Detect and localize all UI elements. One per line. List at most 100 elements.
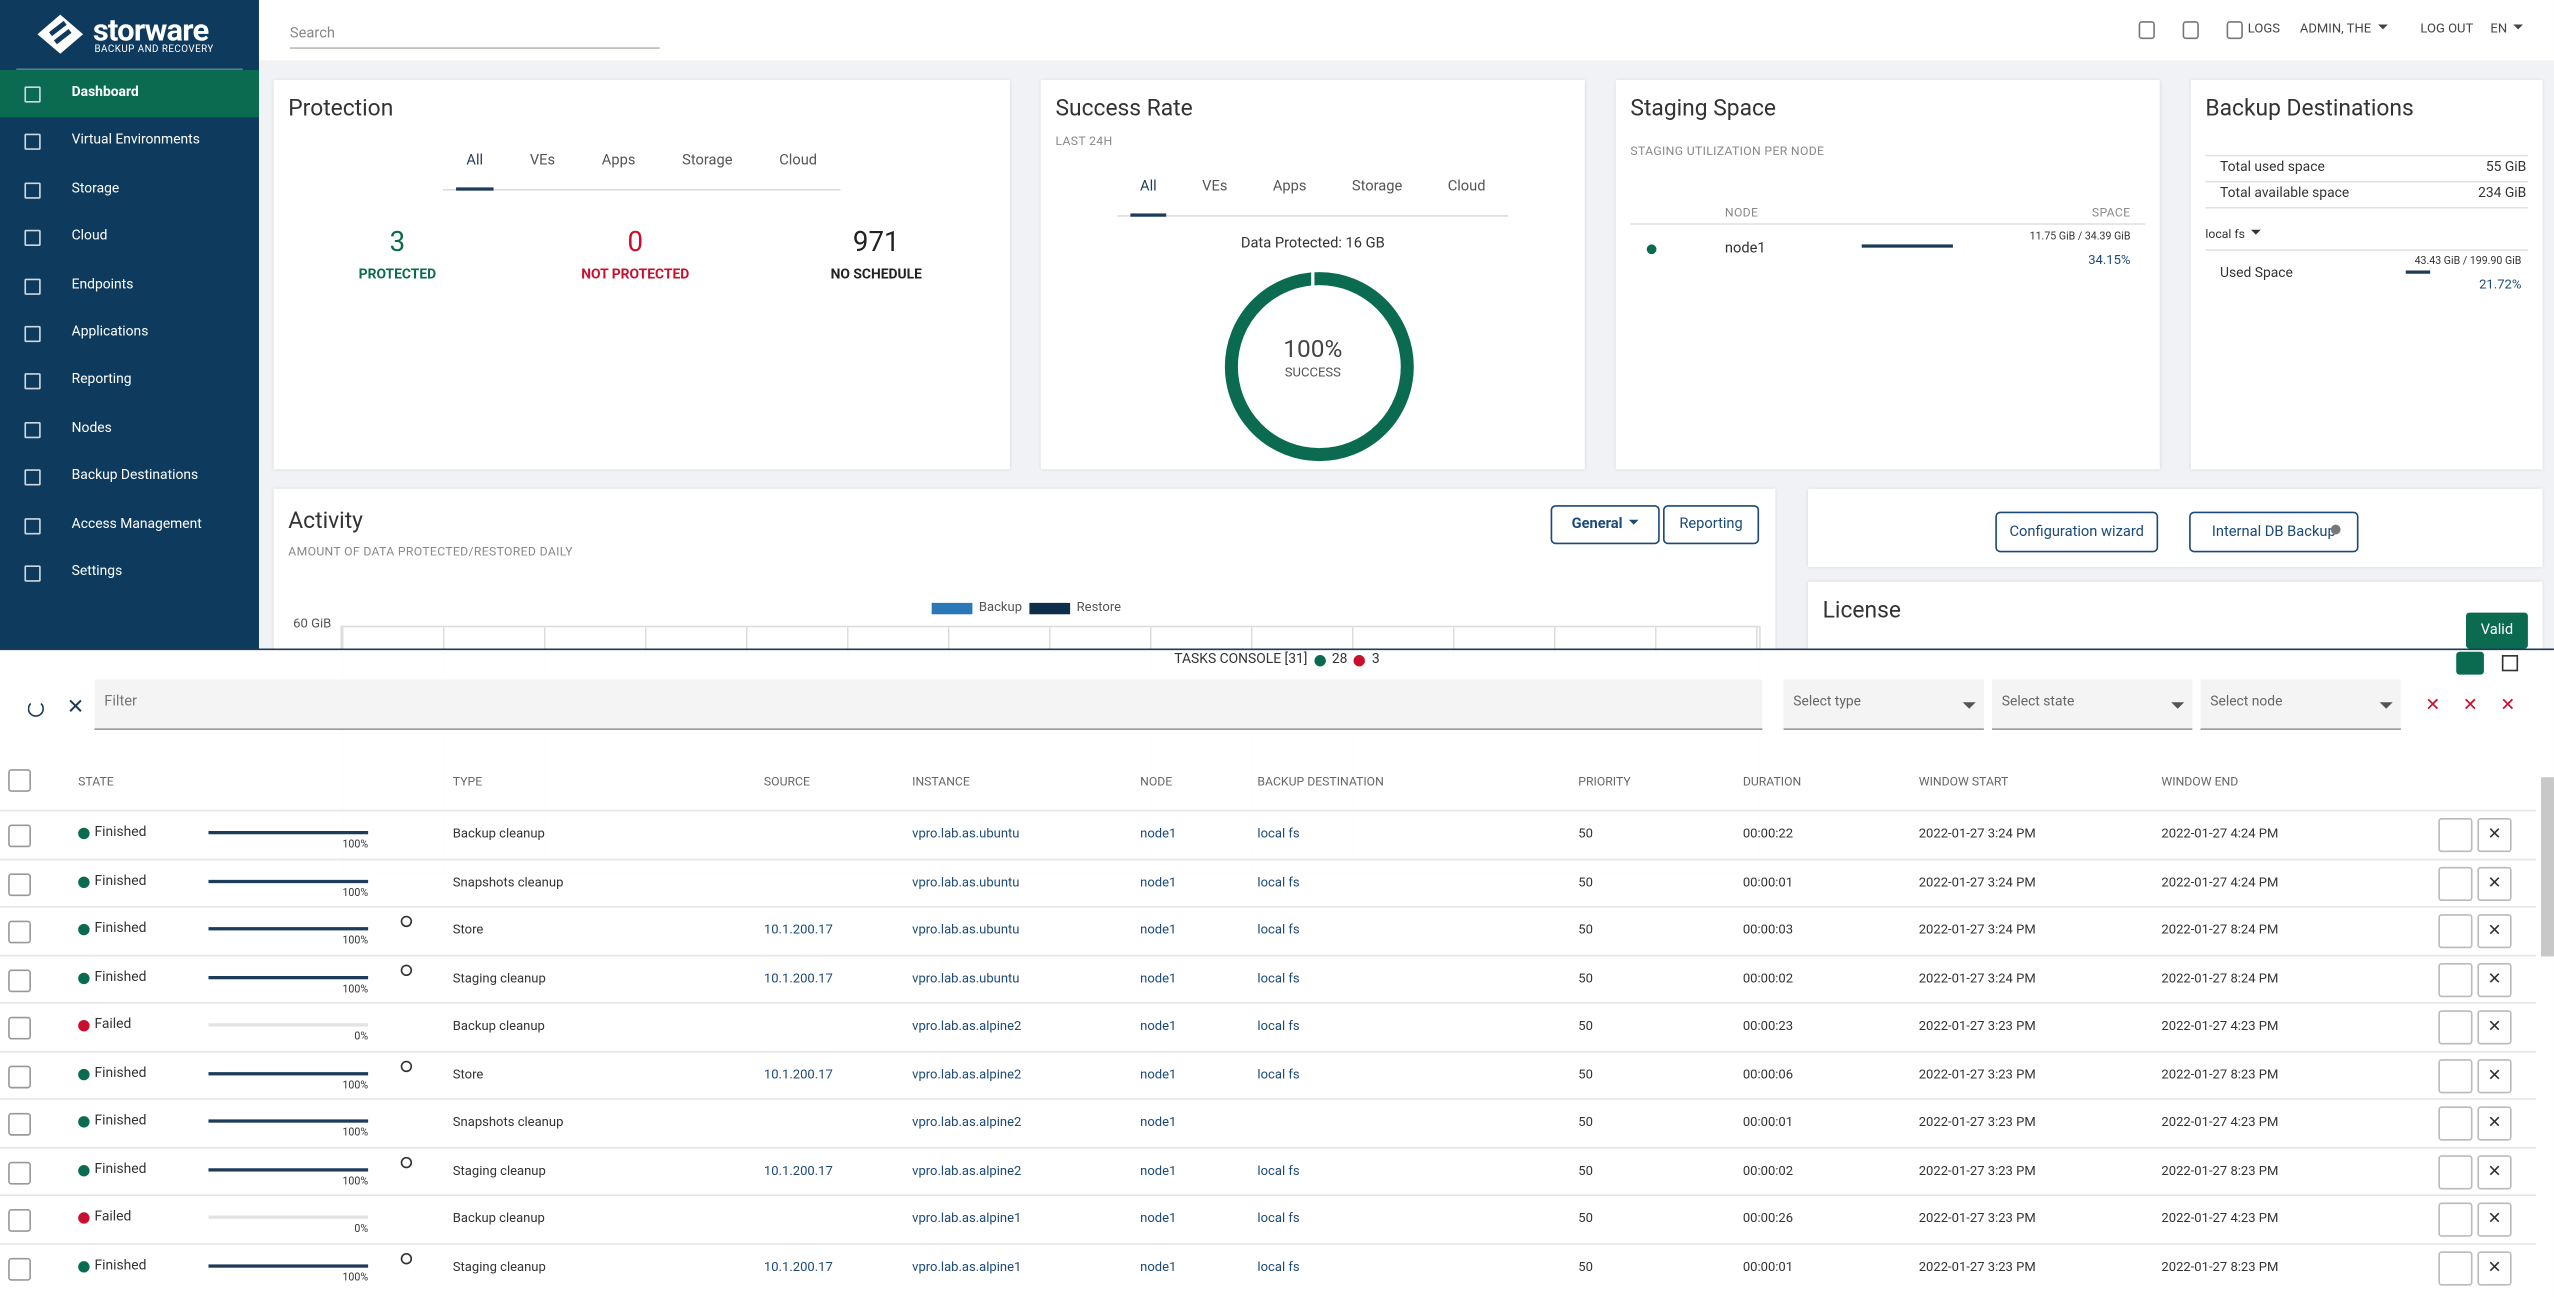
details-button[interactable] <box>2438 1058 2472 1092</box>
row-checkbox[interactable] <box>8 1257 31 1280</box>
menu-label: Cloud <box>72 228 108 244</box>
state-label: Finished <box>94 1161 146 1177</box>
tab[interactable]: All <box>457 153 493 190</box>
row-checkbox[interactable] <box>8 1161 31 1184</box>
top-item[interactable]: ADMIN, THE <box>2300 21 2388 36</box>
cancel-button[interactable]: ✕ <box>2477 1106 2511 1140</box>
search-input[interactable]: Search <box>290 26 660 49</box>
menu-item[interactable]: Endpoints <box>0 262 259 309</box>
cell: 2022-01-27 8:23 PM <box>2161 1066 2278 1081</box>
select-0[interactable]: Select type <box>1784 679 1984 730</box>
top-item[interactable]: EN <box>2490 21 2523 36</box>
clear-filter[interactable]: ✕ <box>2425 694 2440 715</box>
license-status[interactable]: Valid <box>2466 613 2528 649</box>
details-button[interactable] <box>2438 1106 2472 1140</box>
menu-item[interactable]: Dashboard <box>0 70 259 117</box>
cancel-button[interactable]: ✕ <box>2477 1202 2511 1236</box>
tab[interactable]: Storage <box>672 153 742 187</box>
select-caret <box>2380 702 2393 715</box>
tab[interactable]: Cloud <box>1438 179 1495 213</box>
cancel-button[interactable]: ✕ <box>2477 1058 2511 1092</box>
row-checkbox[interactable] <box>8 1113 31 1136</box>
cell: 10.1.200.17 <box>764 1163 833 1178</box>
details-button[interactable] <box>2438 1010 2472 1044</box>
row-separator <box>0 1242 2536 1244</box>
row-line <box>2205 249 2528 251</box>
row-checkbox[interactable] <box>8 873 31 896</box>
clear-filter[interactable]: ✕ <box>2500 694 2515 715</box>
top-icon <box>2183 21 2199 39</box>
select-1[interactable]: Select state <box>1992 679 2192 730</box>
details-button[interactable] <box>2438 962 2472 996</box>
state-label: Finished <box>94 921 146 937</box>
filter-input[interactable]: Filter <box>94 679 1762 730</box>
details-button[interactable] <box>2438 818 2472 852</box>
cancel-button[interactable]: ✕ <box>2477 962 2511 996</box>
stat-value: 971 <box>811 226 941 259</box>
tab[interactable]: Storage <box>1342 179 1412 213</box>
details-button[interactable] <box>2438 1154 2472 1188</box>
tab[interactable]: All <box>1130 179 1166 216</box>
refresh-button[interactable] <box>28 701 44 717</box>
protection-card: ProtectionAllVEsAppsStorageCloud3PROTECT… <box>274 80 1010 469</box>
row-checkbox[interactable] <box>8 824 31 847</box>
cell: Store <box>453 922 484 937</box>
tab[interactable]: Apps <box>1263 179 1316 213</box>
tab[interactable]: Apps <box>592 153 645 187</box>
row-checkbox[interactable] <box>8 1065 31 1088</box>
row-checkbox[interactable] <box>8 1209 31 1232</box>
details-button[interactable] <box>2438 1251 2472 1285</box>
cancel-button[interactable]: ✕ <box>2477 1154 2511 1188</box>
tab[interactable]: VEs <box>520 153 565 187</box>
top-item[interactable]: LOGS <box>2248 21 2280 36</box>
menu-item[interactable]: Storage <box>0 166 259 213</box>
cancel-button[interactable]: ✕ <box>2477 1010 2511 1044</box>
menu-item[interactable]: Reporting <box>0 357 259 404</box>
cancel-button[interactable]: ✕ <box>2477 914 2511 948</box>
menu-item[interactable]: Applications <box>0 310 259 357</box>
cancel-button[interactable]: ✕ <box>2477 1251 2511 1285</box>
menu-item[interactable]: Settings <box>0 549 259 596</box>
cell: local fs <box>1257 1163 1299 1178</box>
cell: 00:00:01 <box>1743 1115 1793 1130</box>
card-subtitle: AMOUNT OF DATA PROTECTED/RESTORED DAILY <box>288 544 573 559</box>
menu-item[interactable]: Cloud <box>0 214 259 261</box>
cell: node1 <box>1140 922 1176 937</box>
cell: 00:00:03 <box>1743 922 1793 937</box>
dest-dropdown[interactable]: local fs <box>2205 226 2261 241</box>
cancel-button[interactable]: ✕ <box>2477 818 2511 852</box>
fullscreen-button[interactable] <box>2502 655 2518 671</box>
action-button[interactable]: Configuration wizard <box>1995 512 2158 553</box>
select-2[interactable]: Select node <box>2201 679 2401 730</box>
activity-button[interactable]: General <box>1551 505 1660 544</box>
details-button[interactable] <box>2438 1202 2472 1236</box>
row-checkbox[interactable] <box>8 969 31 992</box>
download-button[interactable] <box>2456 652 2484 675</box>
cell: vpro.lab.as.ubuntu <box>912 922 1019 937</box>
usage: 43.43 GiB / 199.90 GiB <box>2354 254 2522 267</box>
usage-percent: 21.72% <box>2402 277 2521 292</box>
cell: 00:00:22 <box>1743 826 1793 841</box>
tab[interactable]: VEs <box>1192 179 1237 213</box>
details-button[interactable] <box>2438 914 2472 948</box>
menu-icon <box>24 134 40 150</box>
tab[interactable]: Cloud <box>769 153 826 187</box>
clear-button[interactable]: ✕ <box>67 696 85 720</box>
menu-item[interactable]: Nodes <box>0 405 259 452</box>
details-button[interactable] <box>2438 866 2472 900</box>
col-header: NODE <box>1725 205 1758 220</box>
cell: 50 <box>1578 874 1593 889</box>
menu-item[interactable]: Virtual Environments <box>0 118 259 165</box>
row-checkbox[interactable] <box>8 1017 31 1040</box>
menu-item[interactable]: Access Management <box>0 501 259 548</box>
menu-item[interactable]: Backup Destinations <box>0 453 259 500</box>
row-separator <box>0 858 2536 860</box>
top-item[interactable]: LOG OUT <box>2420 21 2473 36</box>
cell: 2022-01-27 3:24 PM <box>1919 970 2036 985</box>
stat-label: NO SCHEDULE <box>795 267 958 283</box>
header-checkbox[interactable] <box>8 769 31 792</box>
clear-filter[interactable]: ✕ <box>2463 694 2478 715</box>
cancel-button[interactable]: ✕ <box>2477 866 2511 900</box>
activity-button[interactable]: Reporting <box>1663 505 1759 544</box>
row-checkbox[interactable] <box>8 921 31 944</box>
